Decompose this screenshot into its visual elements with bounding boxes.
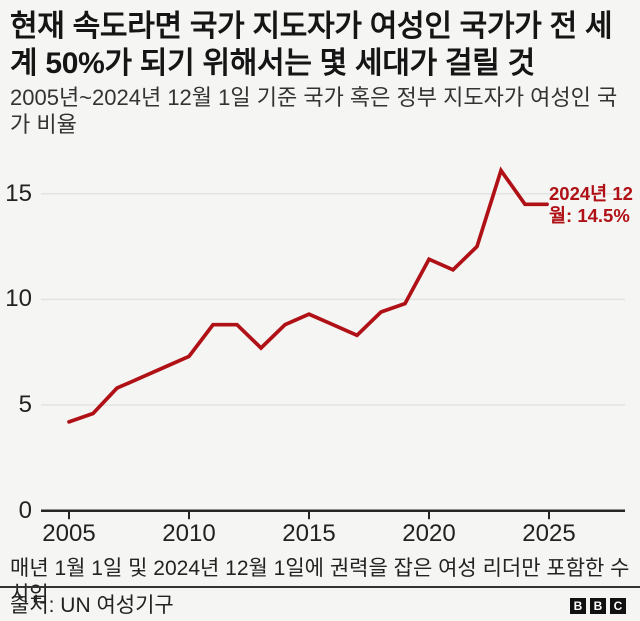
chart-footnote: 매년 1월 1일 및 2024년 12월 1일에 권력을 잡은 여성 리더만 포… xyxy=(10,557,630,606)
y-axis-label: 10 xyxy=(5,285,32,313)
bbc-logo-letter: C xyxy=(613,599,623,613)
y-axis-label: 0 xyxy=(18,496,32,524)
y-axis-label: 5 xyxy=(18,391,32,419)
x-axis-label: 2005 xyxy=(42,520,96,547)
source-label: 출처: UN 여성기구 xyxy=(10,594,174,617)
last-point-annotation: 2024년 12 월: 14.5% xyxy=(549,183,640,226)
bbc-logo: B B C xyxy=(570,598,626,614)
x-axis-label: 2020 xyxy=(402,520,456,547)
gridlines xyxy=(41,192,625,406)
footer-divider xyxy=(0,586,640,588)
y-axis-label: 15 xyxy=(5,179,32,207)
chart-title: 현재 속도라면 국가 지도자가 여성인 국가가 전 세계 50%가 되기 위해서… xyxy=(10,10,613,80)
bbc-logo-square-3: C xyxy=(610,598,626,614)
annotation-line-1: 2024년 12 xyxy=(549,183,633,204)
bbc-logo-letter: B xyxy=(573,599,583,613)
bbc-logo-letter: B xyxy=(593,599,603,613)
x-axis-label: 2025 xyxy=(522,520,576,547)
x-axis-label: 2015 xyxy=(282,520,336,547)
data-line xyxy=(67,166,549,424)
x-axis-label: 2010 xyxy=(162,520,216,547)
x-axis-tick-marks xyxy=(68,510,550,520)
bbc-logo-square-1: B xyxy=(570,598,586,614)
chart-subtitle: 2005년~2024년 12월 1일 기준 국가 혹은 정부 지도자가 여성인 … xyxy=(10,85,618,137)
annotation-line-2: 월: 14.5% xyxy=(549,204,630,226)
bbc-logo-square-2: B xyxy=(590,598,606,614)
